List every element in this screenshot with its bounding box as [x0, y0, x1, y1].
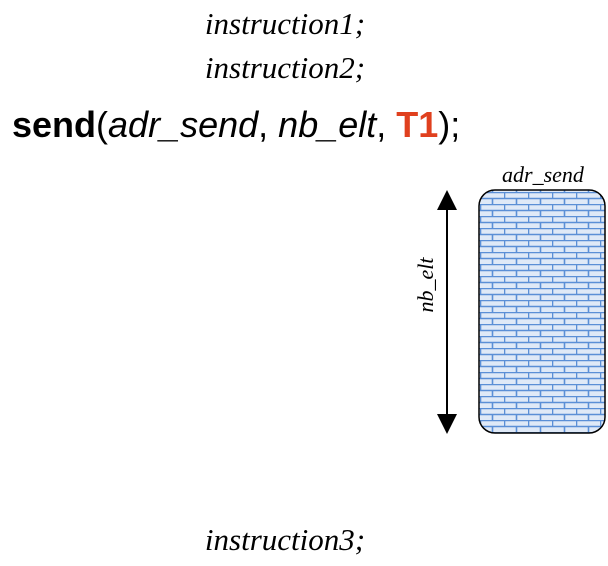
size-label: nb_elt: [413, 257, 438, 313]
code-line: instruction3;: [0, 522, 570, 558]
buffer: [479, 190, 605, 433]
page: instruction1; instruction2; send(adr_sen…: [0, 0, 608, 566]
address-label: adr_send: [502, 162, 585, 187]
buffer-diagram: adr_send nb_elt: [0, 0, 608, 566]
